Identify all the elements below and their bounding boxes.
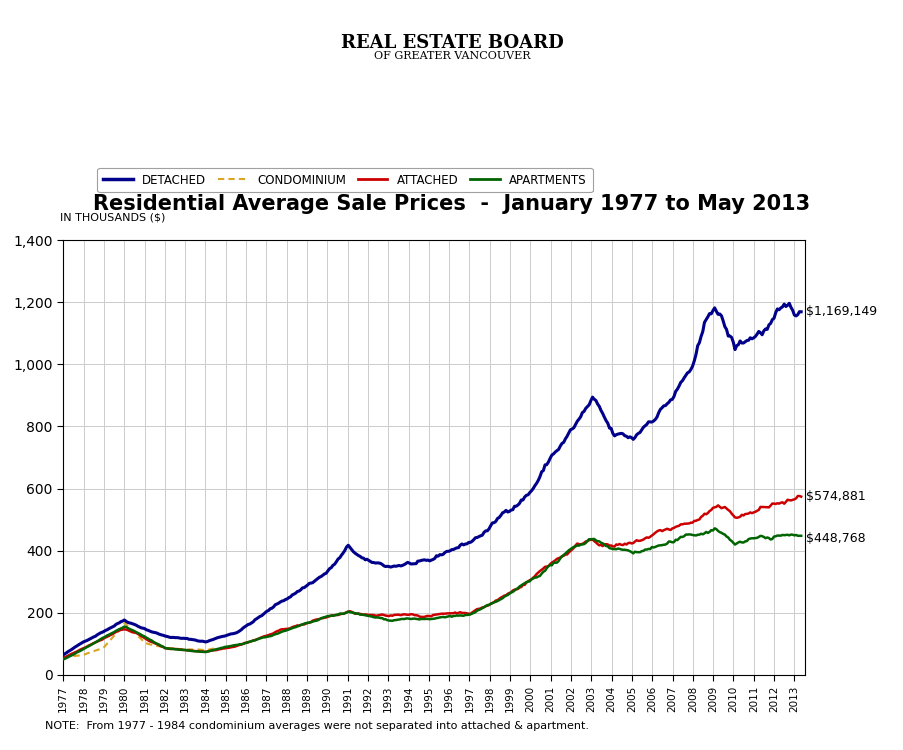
Text: $574,881: $574,881	[805, 490, 864, 503]
Text: $1,169,149: $1,169,149	[805, 305, 876, 318]
Text: OF GREATER VANCOUVER: OF GREATER VANCOUVER	[373, 51, 530, 61]
Text: $448,768: $448,768	[805, 532, 864, 544]
Text: NOTE:  From 1977 - 1984 condominium averages were not separated into attached & : NOTE: From 1977 - 1984 condominium avera…	[45, 722, 589, 731]
Text: REAL ESTATE BOARD: REAL ESTATE BOARD	[340, 34, 563, 52]
Legend: DETACHED, CONDOMINIUM, ATTACHED, APARTMENTS: DETACHED, CONDOMINIUM, ATTACHED, APARTME…	[98, 167, 592, 193]
Text: IN THOUSANDS ($): IN THOUSANDS ($)	[60, 212, 164, 223]
Text: Residential Average Sale Prices  -  January 1977 to May 2013: Residential Average Sale Prices - Januar…	[93, 194, 810, 214]
